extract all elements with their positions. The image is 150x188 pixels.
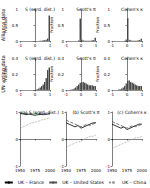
svg-text:1950: 1950 — [61, 168, 72, 173]
svg-text:0.4: 0.4 — [58, 56, 65, 61]
svg-text:0: 0 — [80, 92, 83, 97]
svg-text:0.4: 0.4 — [104, 56, 111, 61]
svg-text:-1: -1 — [18, 92, 22, 97]
svg-text:0.2: 0.2 — [12, 72, 19, 77]
svg-text:(b) Scott's π: (b) Scott's π — [72, 110, 99, 115]
svg-text:S (sqrd. dist.): S (sqrd. dist.) — [25, 56, 55, 61]
svg-text:1: 1 — [49, 92, 52, 97]
svg-text:0.5: 0.5 — [58, 23, 65, 28]
svg-text:0.2: 0.2 — [58, 72, 65, 77]
svg-text:0: 0 — [61, 87, 64, 93]
svg-text:0: 0 — [80, 43, 83, 48]
svg-text:-1: -1 — [64, 92, 68, 97]
svg-text:1950: 1950 — [15, 168, 26, 173]
svg-text:(a) S (sqrd. dist.): (a) S (sqrd. dist.) — [21, 110, 59, 115]
svg-text:1: 1 — [15, 7, 18, 12]
svg-text:UN voting data: UN voting data — [0, 55, 6, 93]
svg-text:UK – China: UK – China — [122, 180, 146, 185]
svg-text:0: 0 — [126, 92, 129, 97]
svg-text:Scott's π: Scott's π — [76, 56, 96, 61]
svg-text:0.2: 0.2 — [104, 72, 111, 77]
svg-text:2000: 2000 — [45, 168, 56, 173]
svg-text:0: 0 — [107, 87, 110, 93]
svg-text:0: 0 — [34, 43, 37, 48]
svg-text:-1: -1 — [60, 163, 64, 169]
svg-text:Fraction: Fraction — [95, 17, 100, 33]
svg-text:1975: 1975 — [122, 168, 133, 173]
svg-text:Fraction: Fraction — [3, 66, 8, 82]
svg-text:0.5: 0.5 — [12, 23, 19, 28]
svg-text:(c) Cohen's κ: (c) Cohen's κ — [117, 110, 147, 115]
svg-text:0.4: 0.4 — [12, 56, 19, 61]
svg-text:1: 1 — [95, 92, 98, 97]
svg-text:1: 1 — [141, 92, 144, 97]
svg-text:Cohen's κ: Cohen's κ — [121, 56, 143, 61]
svg-text:1: 1 — [107, 7, 110, 12]
svg-text:1975: 1975 — [76, 168, 87, 173]
svg-text:-1: -1 — [64, 43, 68, 48]
svg-text:1: 1 — [15, 110, 18, 115]
svg-text:2000: 2000 — [137, 168, 148, 173]
svg-text:1975: 1975 — [30, 168, 41, 173]
svg-text:-1: -1 — [106, 163, 110, 169]
svg-text:0: 0 — [15, 87, 18, 93]
svg-text:0: 0 — [15, 137, 18, 142]
svg-text:S (sqrd. dist.): S (sqrd. dist.) — [25, 7, 55, 12]
svg-text:1: 1 — [95, 43, 98, 48]
svg-text:UK – United States: UK – United States — [62, 180, 104, 185]
svg-text:-1: -1 — [14, 163, 18, 169]
svg-text:0: 0 — [126, 43, 129, 48]
svg-text:UK – France: UK – France — [18, 180, 45, 185]
svg-text:Fraction: Fraction — [49, 66, 55, 82]
svg-text:0: 0 — [15, 38, 18, 44]
svg-text:0.5: 0.5 — [104, 23, 111, 28]
svg-text:Fraction: Fraction — [95, 66, 100, 82]
svg-text:1950: 1950 — [107, 168, 118, 173]
svg-text:0: 0 — [107, 38, 110, 44]
svg-text:1: 1 — [49, 43, 52, 48]
svg-text:Cohen's κ: Cohen's κ — [121, 7, 143, 12]
svg-text:2000: 2000 — [91, 168, 102, 173]
svg-text:1: 1 — [61, 110, 64, 115]
svg-text:Scott's π: Scott's π — [76, 7, 96, 12]
svg-text:1: 1 — [141, 43, 144, 48]
svg-text:1: 1 — [107, 110, 110, 115]
svg-text:-1: -1 — [110, 92, 114, 97]
svg-text:0: 0 — [61, 137, 64, 142]
svg-text:Alliance data: Alliance data — [0, 8, 6, 42]
svg-text:0: 0 — [34, 92, 37, 97]
svg-text:-1: -1 — [18, 43, 22, 48]
svg-text:Fraction: Fraction — [3, 17, 8, 33]
svg-text:1: 1 — [61, 7, 64, 12]
svg-text:Fraction: Fraction — [49, 17, 55, 33]
svg-text:-1: -1 — [110, 43, 114, 48]
svg-text:0: 0 — [107, 137, 110, 142]
svg-text:0: 0 — [61, 38, 64, 44]
